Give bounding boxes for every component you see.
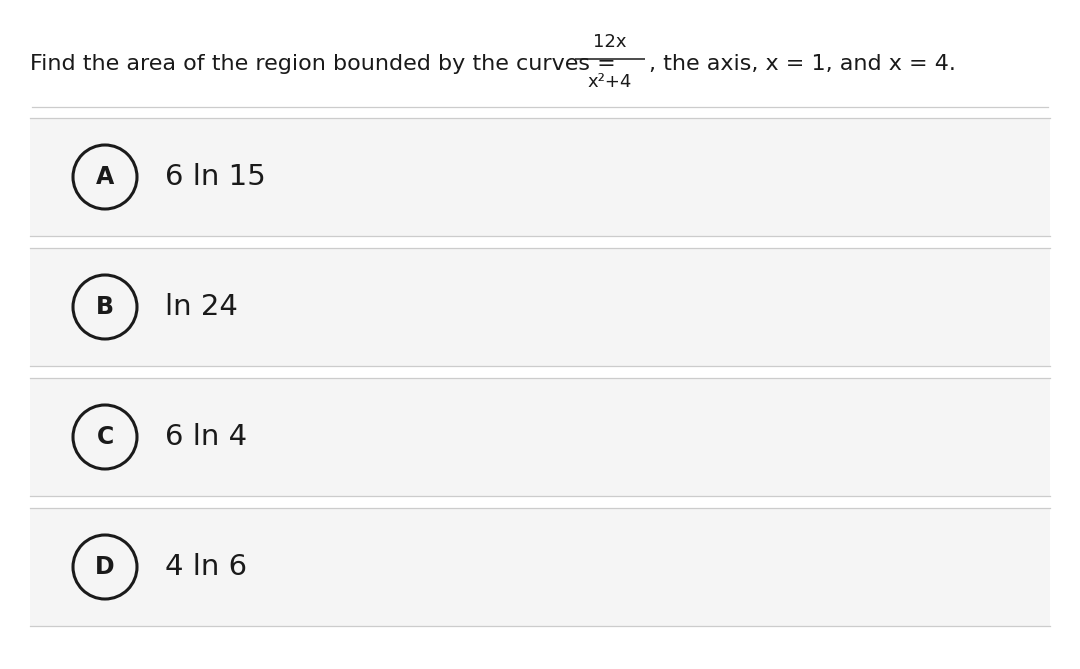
Text: B: B — [96, 295, 114, 319]
FancyBboxPatch shape — [30, 378, 1050, 496]
Text: 6 ln 15: 6 ln 15 — [165, 163, 266, 191]
Text: ln 24: ln 24 — [165, 293, 238, 321]
Text: A: A — [96, 165, 114, 189]
Text: 6 ln 4: 6 ln 4 — [165, 423, 247, 451]
Text: , the axis, x = 1, and x = 4.: , the axis, x = 1, and x = 4. — [649, 54, 956, 74]
Text: D: D — [95, 555, 114, 579]
Text: 4 ln 6: 4 ln 6 — [165, 553, 247, 581]
Text: Find the area of the region bounded by the curves =: Find the area of the region bounded by t… — [30, 54, 623, 74]
FancyBboxPatch shape — [30, 118, 1050, 236]
Text: 12x: 12x — [593, 33, 626, 51]
FancyBboxPatch shape — [30, 508, 1050, 626]
FancyBboxPatch shape — [30, 248, 1050, 366]
Text: x²+4: x²+4 — [588, 73, 632, 91]
Text: C: C — [96, 425, 113, 449]
